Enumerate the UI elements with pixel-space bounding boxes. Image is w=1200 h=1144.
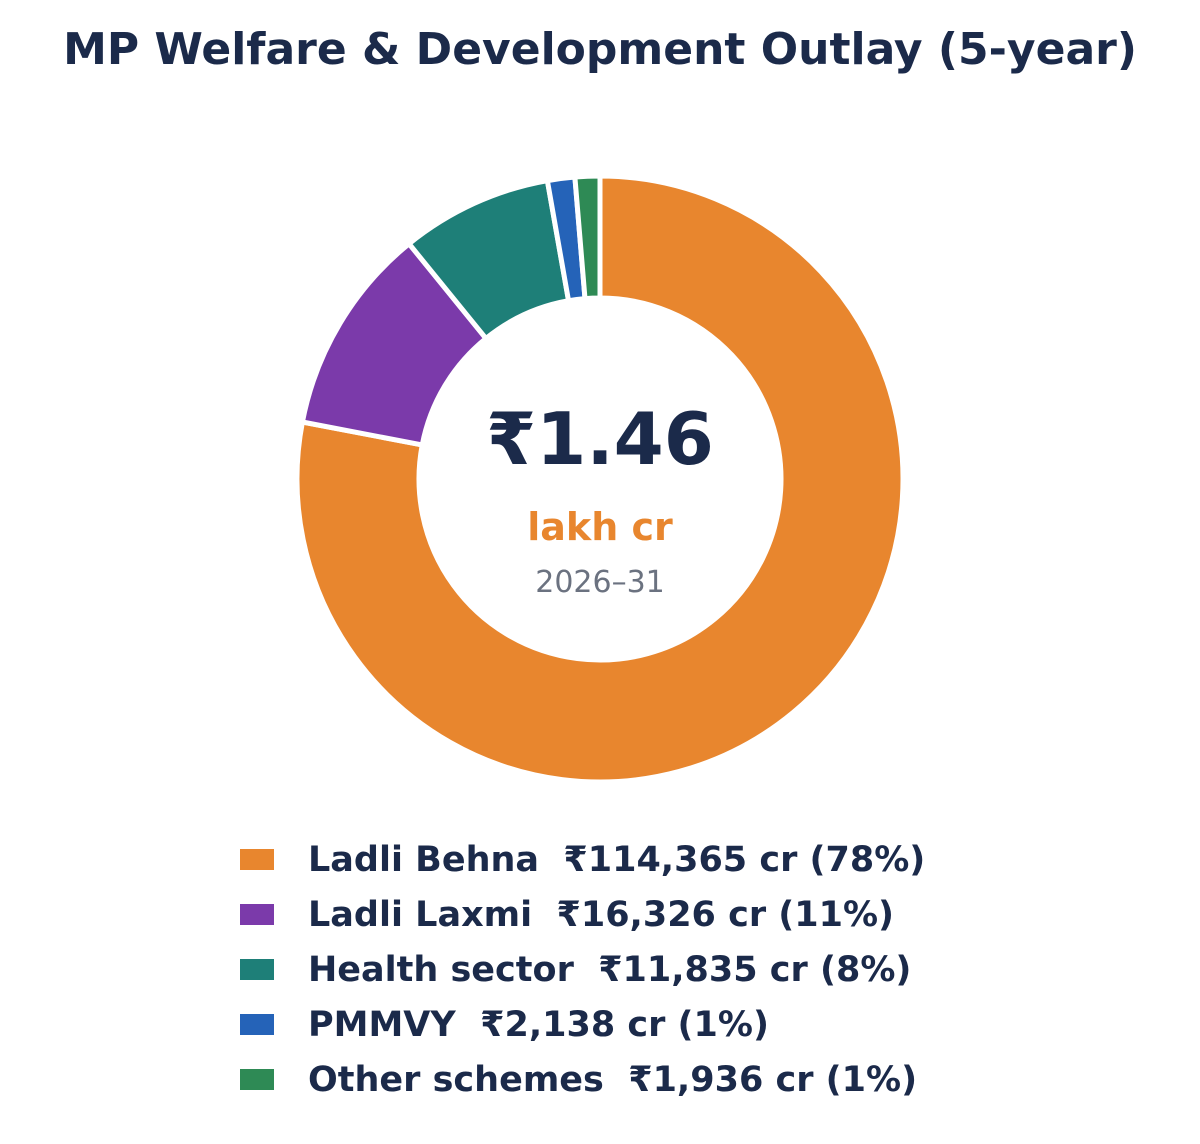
legend-swatch [240, 904, 274, 925]
legend-label: Other schemes ₹1,936 cr (1%) [308, 1059, 918, 1100]
legend-item: Ladli Laxmi ₹16,326 cr (11%) [240, 887, 925, 942]
center-period-label: 2026–31 [535, 565, 665, 600]
legend-item: PMMVY ₹2,138 cr (1%) [240, 997, 925, 1052]
legend-swatch [240, 1069, 274, 1090]
legend-item: Ladli Behna ₹114,365 cr (78%) [240, 832, 925, 887]
legend-item: Other schemes ₹1,936 cr (1%) [240, 1052, 925, 1107]
chart-title: MP Welfare & Development Outlay (5-year) [63, 24, 1137, 75]
legend-swatch [240, 849, 274, 870]
donut-chart: ₹1.46 lakh cr 2026–31 [294, 173, 906, 785]
legend: Ladli Behna ₹114,365 cr (78%) Ladli Laxmi… [240, 832, 925, 1107]
legend-label: Health sector ₹11,835 cr (8%) [308, 949, 912, 990]
legend-label: PMMVY ₹2,138 cr (1%) [308, 1004, 769, 1045]
donut-slices [294, 173, 906, 785]
donut-slice-ladli-behna [294, 173, 906, 785]
center-unit-label: lakh cr [527, 505, 673, 549]
legend-item: Health sector ₹11,835 cr (8%) [240, 942, 925, 997]
legend-label: Ladli Behna ₹114,365 cr (78%) [308, 839, 926, 880]
legend-label: Ladli Laxmi ₹16,326 cr (11%) [308, 894, 895, 935]
legend-swatch [240, 959, 274, 980]
legend-swatch [240, 1014, 274, 1035]
center-total-value: ₹1.46 [486, 397, 714, 481]
donut-slice-other-schemes [572, 173, 603, 302]
